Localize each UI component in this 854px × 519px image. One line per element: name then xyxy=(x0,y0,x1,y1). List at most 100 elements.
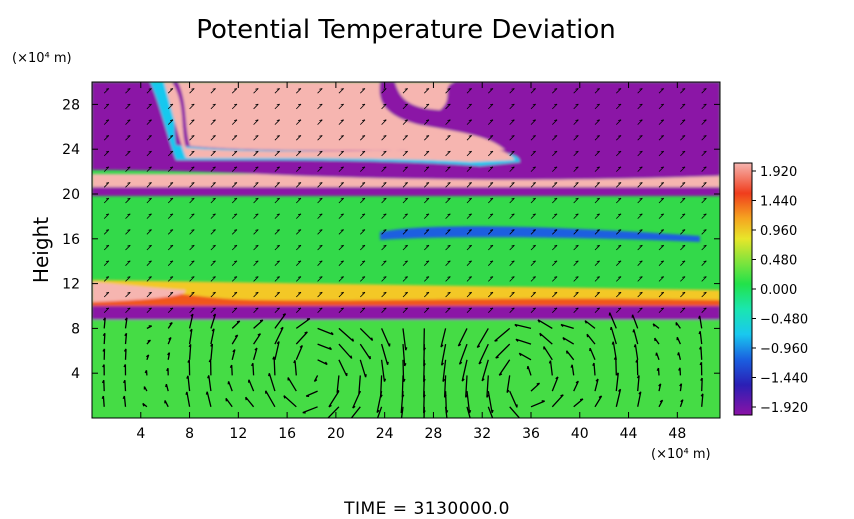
wind-vector xyxy=(231,349,236,360)
wind-vector xyxy=(274,150,280,157)
wind-vector xyxy=(616,307,622,313)
wind-vector xyxy=(317,307,323,313)
wind-vector xyxy=(189,244,195,251)
wind-vector xyxy=(189,229,195,235)
wind-vector xyxy=(102,317,106,329)
wind-vector xyxy=(530,276,536,282)
wind-vector xyxy=(317,197,323,204)
wind-vector xyxy=(167,244,174,251)
wind-vector xyxy=(146,260,152,266)
wind-vector xyxy=(338,119,344,125)
y-tick-label: 8 xyxy=(71,321,80,337)
wind-vector xyxy=(635,359,639,376)
wind-vector xyxy=(658,119,665,125)
wind-vector xyxy=(205,391,212,407)
colorbar-label: −0.480 xyxy=(760,313,808,328)
wind-vector xyxy=(552,244,558,251)
wind-vector xyxy=(552,213,558,219)
wind-vector xyxy=(658,213,665,219)
wind-vector xyxy=(146,339,151,345)
wind-vector xyxy=(700,377,703,392)
wind-vector xyxy=(210,343,214,360)
colorbar-label: 0.960 xyxy=(760,224,797,239)
wind-vector xyxy=(272,356,276,376)
x-tick-label: 48 xyxy=(668,426,686,442)
wind-vector xyxy=(146,291,152,298)
wind-vector xyxy=(584,320,596,329)
wind-vector xyxy=(189,150,195,157)
wind-vector xyxy=(445,213,451,219)
wind-vector xyxy=(680,150,686,157)
wind-vector xyxy=(253,319,264,329)
wind-vector xyxy=(327,406,340,418)
wind-vector xyxy=(515,338,532,345)
wind-vector xyxy=(440,343,447,366)
wind-vector xyxy=(188,313,194,329)
wind-vector xyxy=(103,307,110,313)
wind-vector xyxy=(680,119,686,125)
wind-vector xyxy=(125,213,131,219)
wind-vector xyxy=(360,103,366,110)
wind-vector xyxy=(637,244,643,251)
wind-vector xyxy=(253,260,259,266)
wind-vector xyxy=(594,291,600,298)
x-tick-label: 40 xyxy=(571,426,589,442)
wind-vector xyxy=(231,244,238,251)
wind-vector xyxy=(210,229,216,235)
wind-vector xyxy=(514,323,532,330)
wind-vector xyxy=(488,197,494,204)
wind-vector xyxy=(146,325,152,329)
y-tick-label: 28 xyxy=(62,97,80,113)
wind-vector xyxy=(552,150,558,157)
wind-vector xyxy=(274,229,280,235)
wind-vector xyxy=(189,135,195,141)
wind-vector xyxy=(633,344,639,360)
wind-vector xyxy=(573,197,579,204)
wind-vector xyxy=(146,213,152,219)
wind-vector xyxy=(274,182,280,188)
wind-vector xyxy=(570,364,575,376)
wind-vector xyxy=(381,119,387,125)
wind-vector xyxy=(295,344,303,361)
wind-vector xyxy=(573,103,579,110)
wind-vector xyxy=(402,307,408,313)
wind-vector xyxy=(495,343,511,359)
wind-vector xyxy=(679,399,684,408)
wind-vector xyxy=(144,370,148,376)
wind-vector xyxy=(125,88,131,94)
wind-vector xyxy=(381,150,387,157)
wind-vector xyxy=(402,119,408,125)
wind-vector xyxy=(102,364,105,376)
wind-vector xyxy=(445,197,451,204)
wind-vector xyxy=(338,343,353,359)
wind-vector xyxy=(616,103,622,110)
wind-vector xyxy=(658,229,665,235)
wind-vector xyxy=(189,103,195,110)
wind-vector xyxy=(124,332,128,345)
wind-vector xyxy=(125,166,131,172)
wind-vector xyxy=(552,229,558,235)
wind-vector xyxy=(360,291,366,298)
wind-vector xyxy=(518,352,532,361)
wind-vector xyxy=(253,276,259,282)
wind-vector xyxy=(680,182,686,188)
wind-vector xyxy=(381,213,387,219)
wind-vector xyxy=(338,260,344,266)
wind-vector xyxy=(565,350,575,361)
wind-vector xyxy=(167,322,173,329)
wind-vector xyxy=(103,213,110,219)
wind-vector xyxy=(658,135,665,141)
wind-vector xyxy=(208,359,212,376)
wind-vector xyxy=(274,135,280,141)
wind-vector xyxy=(231,88,238,94)
wind-vector xyxy=(402,213,408,219)
wind-vector xyxy=(167,119,174,125)
wind-vector xyxy=(616,135,622,141)
wind-vector xyxy=(466,88,472,94)
wind-vector xyxy=(164,400,169,408)
wind-vector xyxy=(445,229,451,235)
colorbar-label: −1.920 xyxy=(760,401,808,416)
wind-vector xyxy=(616,197,622,204)
wind-vector xyxy=(360,135,366,141)
x-tick-label: 8 xyxy=(185,426,194,442)
